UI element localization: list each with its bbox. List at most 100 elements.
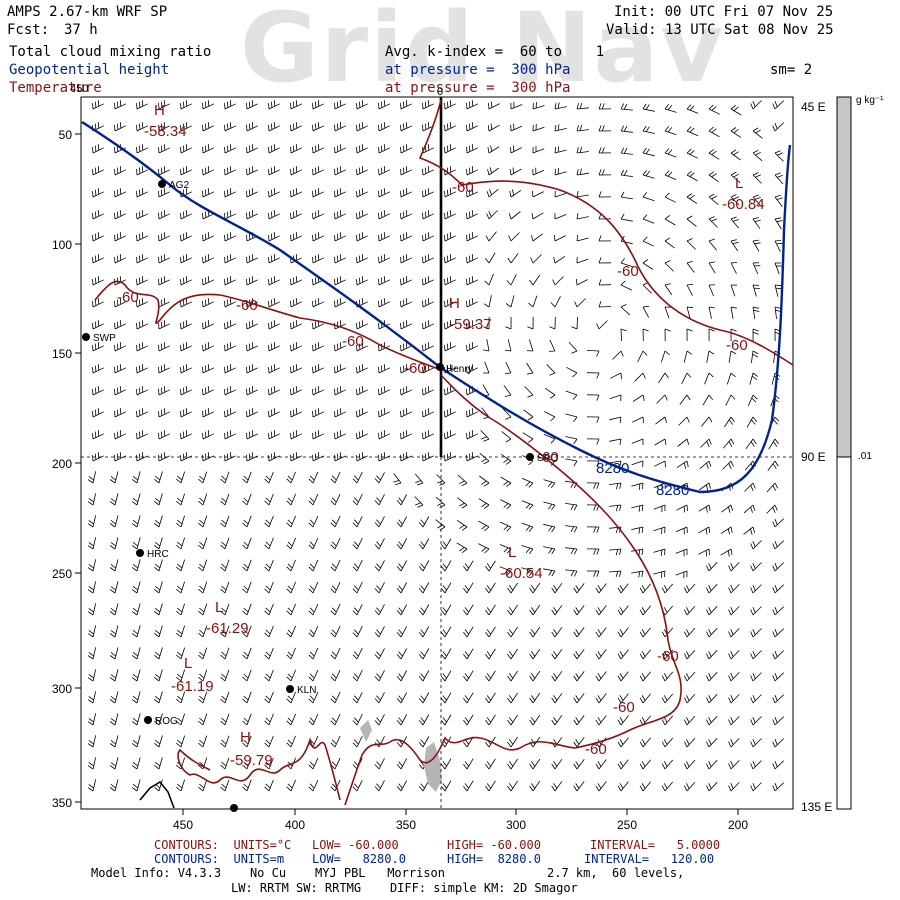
wind-barb — [686, 284, 693, 296]
wind-barb-feather — [334, 454, 336, 462]
wind-barb-feather — [309, 695, 315, 701]
wind-barb-feather — [224, 190, 226, 198]
wind-barb-feather — [243, 475, 249, 481]
wind-barb-feather — [664, 283, 671, 286]
wind-barb-feather — [246, 102, 248, 110]
wind-barb-feather — [354, 585, 359, 591]
wind-barb-feather — [242, 786, 248, 792]
wind-barb-feather — [705, 528, 708, 535]
wind-barb-feather — [114, 146, 116, 154]
wind-barb-feather — [751, 375, 758, 381]
wind-barb — [290, 735, 296, 748]
wind-barb-feather — [422, 388, 424, 396]
wind-barb-feather — [246, 410, 248, 418]
wind-barb-feather — [249, 365, 251, 372]
wind-barb-feather — [550, 438, 556, 444]
wind-barb-feather — [207, 188, 210, 195]
wind-barb — [334, 279, 346, 286]
wind-barb-feather — [393, 480, 400, 483]
wind-barb — [532, 626, 541, 638]
wind-barb-feather — [418, 566, 424, 572]
wind-barb — [752, 100, 762, 110]
wind-barb-feather — [485, 675, 490, 682]
wind-barb-feather — [202, 410, 204, 418]
wind-barb-feather — [444, 278, 446, 286]
wind-barb — [180, 779, 185, 792]
wind-barb — [400, 411, 412, 418]
wind-barb-feather — [339, 386, 342, 393]
wind-barb — [554, 714, 563, 726]
wind-barb-feather — [315, 277, 317, 284]
wind-barb-feather — [352, 676, 358, 682]
wind-barb — [554, 149, 567, 154]
wind-barb-feather — [529, 653, 534, 660]
wind-barb-feather — [471, 188, 474, 195]
wind-barb — [642, 737, 652, 748]
wind-barb-feather — [220, 786, 226, 792]
wind-barb-feather — [663, 607, 668, 613]
left-tick-label: 450 — [70, 83, 88, 95]
wind-barb-feather — [686, 104, 692, 110]
wind-barb-feather — [449, 232, 452, 239]
wind-barb-feather — [642, 169, 647, 176]
wind-barb-feather — [664, 416, 667, 423]
wind-barb — [676, 460, 688, 468]
wind-barb-feather — [506, 280, 512, 286]
longitude-label: 135 E — [801, 800, 832, 814]
wind-barb-feather — [334, 344, 336, 352]
wind-barb-feather — [642, 103, 647, 110]
wind-barb-feather — [290, 410, 292, 418]
wind-barb-feather — [221, 695, 227, 701]
wind-barb-feather — [163, 342, 166, 349]
wind-barb — [393, 473, 402, 484]
wind-barb-feather — [427, 430, 430, 437]
wind-barb-feather — [576, 213, 579, 220]
wind-barb — [708, 284, 714, 297]
wind-barb — [444, 758, 452, 770]
wind-barb — [708, 583, 718, 594]
cloud-patch — [360, 720, 372, 742]
wind-barb — [400, 780, 408, 792]
wind-barb-feather — [185, 408, 188, 415]
wind-barb — [290, 713, 296, 726]
wind-barb-feather — [198, 676, 204, 682]
wind-barb-feather — [531, 607, 536, 613]
wind-barb-feather — [114, 256, 116, 264]
wind-barb-feather — [506, 548, 512, 554]
wind-barb-feather — [639, 785, 644, 792]
wind-barb-feather — [109, 743, 116, 748]
wind-barb — [457, 497, 468, 506]
wind-barb — [510, 604, 518, 616]
wind-barb — [312, 213, 324, 220]
wind-barb-feather — [131, 523, 138, 528]
wind-barb-feather — [356, 344, 358, 352]
wind-barb-feather — [242, 720, 248, 726]
wind-barb — [676, 482, 688, 490]
wind-barb-feather — [251, 408, 254, 415]
wind-barb — [444, 626, 452, 638]
wind-barb-feather — [132, 519, 139, 525]
wind-barb — [180, 603, 185, 616]
wind-barb-feather — [224, 256, 226, 264]
wind-barb-feather — [273, 122, 276, 129]
wind-barb-feather — [183, 365, 185, 372]
wind-barb-feather — [425, 277, 427, 284]
wind-barb — [631, 526, 644, 530]
wind-barb-feather — [286, 566, 292, 572]
wind-barb — [224, 713, 230, 726]
wind-barb-feather — [183, 343, 185, 350]
wind-barb-feather — [136, 388, 138, 396]
wind-barb — [378, 736, 385, 748]
wind-barb-feather — [131, 545, 138, 550]
wind-barb-feather — [486, 191, 490, 198]
wind-barb — [554, 192, 567, 198]
wind-barb-feather — [114, 234, 116, 242]
wind-barb-feather — [287, 629, 293, 635]
wind-barb-feather — [663, 761, 668, 767]
wind-barb-feather — [507, 653, 512, 660]
wind-barb-feather — [619, 629, 624, 635]
wind-barb-feather — [529, 609, 534, 616]
wind-barb-feather — [400, 234, 402, 242]
wind-barb-feather — [422, 124, 424, 132]
wind-barb-feather — [488, 102, 490, 110]
